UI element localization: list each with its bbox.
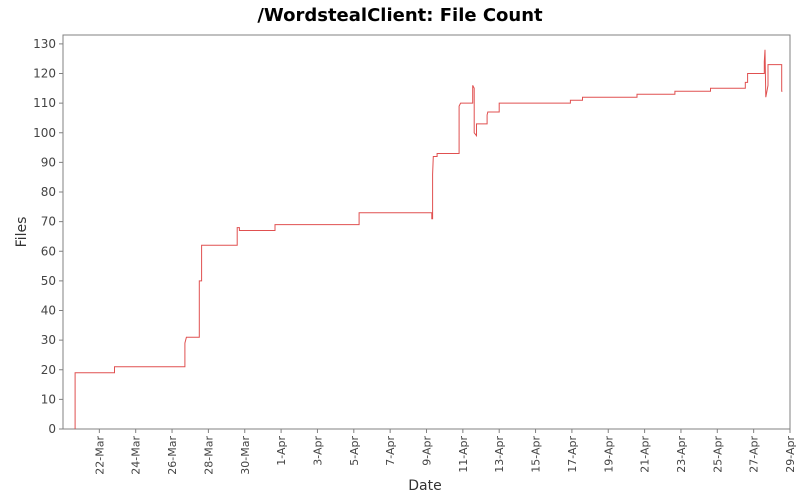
y-axis-label: Files (14, 217, 30, 248)
x-tick-label: 11-Apr (457, 436, 470, 473)
x-tick-label: 5-Apr (348, 436, 361, 466)
x-axis-label: Date (408, 478, 441, 494)
x-tick-label: 27-Apr (748, 436, 761, 473)
y-tick-label: 80 (41, 185, 56, 199)
x-tick-label: 21-Apr (639, 436, 652, 473)
y-tick-label: 20 (41, 363, 56, 377)
x-tick-label: 28-Mar (202, 436, 215, 475)
x-tick-label: 23-Apr (675, 436, 688, 473)
y-tick-label: 10 (41, 392, 56, 406)
y-tick-label: 100 (33, 126, 56, 140)
y-tick-label: 30 (41, 333, 56, 347)
x-tick-label: 17-Apr (566, 436, 579, 473)
x-tick-label: 13-Apr (493, 436, 506, 473)
y-tick-label: 50 (41, 274, 56, 288)
y-tick-label: 120 (33, 67, 56, 81)
y-tick-label: 70 (41, 215, 56, 229)
chart-title: /WordstealClient: File Count (257, 5, 543, 26)
y-tick-label: 110 (33, 96, 56, 110)
x-tick-label: 24-Mar (130, 436, 143, 475)
x-tick-label: 7-Apr (384, 436, 397, 466)
y-tick-label: 0 (48, 422, 56, 436)
y-tick-label: 90 (41, 155, 56, 169)
x-tick-label: 30-Mar (239, 436, 252, 475)
y-tick-label: 130 (33, 37, 56, 51)
series-line (74, 49, 783, 429)
y-axis: 0 10 20 30 40 50 60 70 80 90 100 110 120 130 (33, 37, 63, 436)
series-layer (74, 49, 783, 429)
x-tick-label: 15-Apr (530, 436, 543, 473)
plot-area (62, 34, 791, 430)
x-tick-label: 1-Apr (275, 436, 288, 466)
x-tick-label: 3-Apr (311, 436, 324, 466)
x-tick-label: 9-Apr (421, 436, 434, 466)
x-tick-label: 29-Apr (784, 436, 797, 473)
x-tick-label: 26-Mar (166, 436, 179, 475)
x-tick-label: 25-Apr (711, 436, 724, 473)
x-tick-label: 22-Mar (93, 436, 106, 475)
x-axis: 22-Mar 24-Mar 26-Mar 28-Mar 30-Mar 1-Apr 3-Apr… (93, 429, 797, 475)
x-tick-label: 19-Apr (602, 436, 615, 473)
y-tick-label: 60 (41, 244, 56, 258)
y-tick-label: 40 (41, 304, 56, 318)
